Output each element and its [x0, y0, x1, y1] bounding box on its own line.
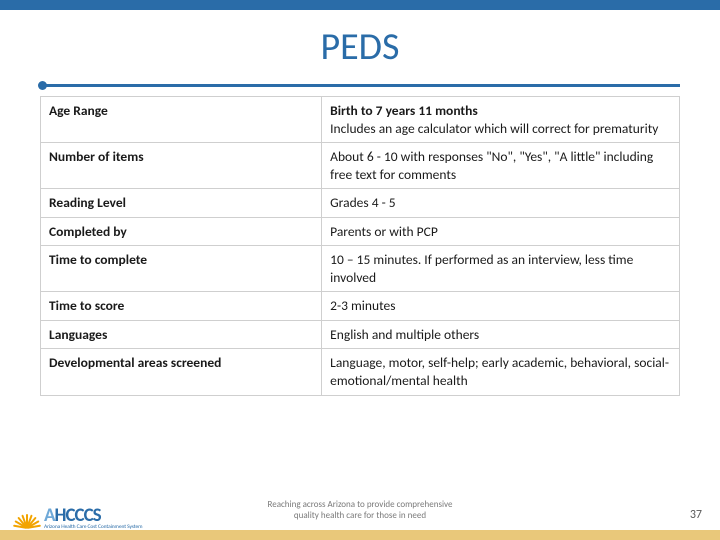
table-row: Time to complete 10 – 15 minutes. If per… [41, 246, 680, 292]
row-value: Parents or with PCP [322, 217, 680, 246]
row-value: 10 – 15 minutes. If performed as an inte… [322, 246, 680, 292]
tagline-line1: Reaching across Arizona to provide compr… [267, 499, 452, 510]
row-value: About 6 - 10 with responses "No", "Yes",… [322, 143, 680, 189]
row-label: Developmental areas screened [41, 349, 322, 395]
logo-text: AHCCCS [44, 507, 142, 524]
table-row: Developmental areas screened Language, m… [41, 349, 680, 395]
page-title: PEDS [0, 24, 720, 70]
table-row: Time to score 2-3 minutes [41, 292, 680, 321]
footer: AHCCCS Arizona Health Care Cost Containm… [0, 492, 720, 540]
table-row: Languages English and multiple others [41, 320, 680, 349]
row-label: Languages [41, 320, 322, 349]
sunburst-icon [12, 500, 42, 530]
title-underline [40, 80, 680, 90]
row-label: Completed by [41, 217, 322, 246]
logo: AHCCCS Arizona Health Care Cost Containm… [12, 500, 142, 530]
row-value: 2-3 minutes [322, 292, 680, 321]
row-value: Grades 4 - 5 [322, 189, 680, 218]
row-value-rest: Includes an age calculator which will co… [330, 120, 658, 137]
bottom-band [0, 530, 720, 540]
table-row: Completed by Parents or with PCP [41, 217, 680, 246]
underline-bar [40, 84, 680, 87]
row-value: Language, motor, self-help; early academ… [322, 349, 680, 395]
row-label: Time to score [41, 292, 322, 321]
specs-table: Age Range Birth to 7 years 11 months Inc… [40, 96, 680, 396]
table-row: Number of items About 6 - 10 with respon… [41, 143, 680, 189]
logo-text-wrap: AHCCCS Arizona Health Care Cost Containm… [44, 507, 142, 530]
row-value: English and multiple others [322, 320, 680, 349]
row-label: Reading Level [41, 189, 322, 218]
table-row: Age Range Birth to 7 years 11 months Inc… [41, 97, 680, 143]
row-value-bold: Birth to 7 years 11 months [330, 102, 478, 119]
table-row: Reading Level Grades 4 - 5 [41, 189, 680, 218]
top-accent-bar [0, 0, 720, 10]
row-value: Birth to 7 years 11 months Includes an a… [322, 97, 680, 143]
footer-tagline: Reaching across Arizona to provide compr… [210, 500, 510, 522]
row-label: Time to complete [41, 246, 322, 292]
row-label: Number of items [41, 143, 322, 189]
tagline-line2: quality health care for those in need [294, 510, 426, 521]
page-number: 37 [690, 508, 702, 522]
row-label: Age Range [41, 97, 322, 143]
